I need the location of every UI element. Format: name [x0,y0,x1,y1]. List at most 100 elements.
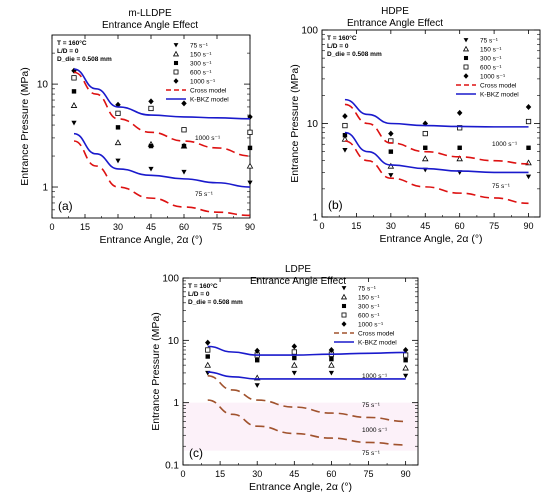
curve-label: 1000 s⁻¹ [362,427,388,434]
legend-label: 75 s⁻¹ [358,286,377,293]
data-point [421,155,429,162]
y-tick-label: 100 [301,26,318,37]
legend-entry: Cross model [166,88,227,95]
x-tick-label: 45 [420,221,430,231]
chart-title: LDPE [285,264,311,275]
data-point [526,145,531,150]
condition-ld: L/D = 0 [327,43,349,50]
series-diamond-filled [205,339,409,354]
series-square-filled [71,89,253,151]
data-point [457,125,463,131]
data-point [291,349,297,355]
panel-label: (c) [189,446,203,460]
legend-entry: 1000 s⁻¹ [463,73,506,81]
data-point [328,370,335,376]
condition-ld: L/D = 0 [188,291,210,298]
legend-entry: 600 s⁻¹ [173,70,212,77]
legend-label: 150 s⁻¹ [358,295,380,302]
data-point [342,122,348,129]
data-point [254,347,260,354]
data-point [254,383,260,388]
model-curve [344,98,529,128]
data-point [292,355,297,361]
x-tick-label: 30 [386,221,396,231]
x-tick-label: 0 [180,469,185,479]
legend-entry: Cross model [456,83,517,90]
condition-temperature: T = 160°C [327,34,357,42]
series-square-filled [342,132,531,154]
condition-ld: L/D = 0 [57,48,79,55]
data-point [115,158,121,164]
x-tick-label: 60 [326,469,336,479]
data-point [388,149,394,154]
x-tick-label: 60 [455,221,465,231]
legend-label: 600 s⁻¹ [190,70,212,77]
data-point [205,339,211,346]
legend-label: 600 s⁻¹ [480,65,502,72]
legend-marker [172,50,180,57]
y-axis-label: Entrance Pressure (MPa) [150,312,162,430]
data-point [247,180,253,186]
legend-label: K-BKZ model [480,92,519,99]
chart-subtitle: Entrance Angle Effect [102,20,198,31]
data-point [246,162,254,169]
data-point [291,343,298,350]
data-point [342,147,348,153]
y-axis-label: Entrance Pressure (MPa) [19,67,31,185]
legend-marker [462,45,470,52]
legend-entry: 75 s⁻¹ [341,286,377,293]
x-tick-label: 45 [289,469,299,479]
series-square-open [342,118,532,144]
legend-label: 300 s⁻¹ [480,56,502,63]
curve-label: 75 s⁻¹ [362,450,381,457]
series-square-filled [205,354,408,363]
condition-die-diameter: D_die = 0.508 mm [57,56,112,63]
legend-entry: 1000 s⁻¹ [173,78,216,86]
chart-title: m-LLDPE [128,8,172,19]
data-point [247,129,253,135]
data-point [205,347,211,353]
model-curve [344,131,529,174]
legend-entry: K-BKZ model [166,97,229,104]
chart-subtitle: Entrance Angle Effect [347,18,443,29]
curve-label: 1000 s⁻¹ [195,135,221,142]
legend-entry: K-BKZ model [456,92,519,99]
x-tick-label: 75 [364,469,374,479]
legend-label: 75 s⁻¹ [190,43,209,50]
x-tick-label: 30 [252,469,262,479]
data-point [388,130,394,137]
y-tick-label: 10 [37,80,49,91]
data-point [291,370,297,376]
data-point [148,143,154,149]
legend-label: K-BKZ model [190,97,229,104]
data-point [387,162,395,169]
cross-model-line [73,71,251,157]
y-tick-label: 100 [162,274,179,285]
data-point [148,98,154,105]
x-tick-label: 0 [319,221,324,231]
legend-entry: 600 s⁻¹ [341,313,380,320]
legend-marker [463,38,469,43]
data-point [255,357,260,363]
data-point [70,102,78,108]
legend-entry: 600 s⁻¹ [463,65,502,72]
model-curve [207,399,406,446]
legend-label: Cross model [480,83,517,90]
y-tick-label: 10 [307,119,319,130]
data-point [402,364,409,371]
kbkz-model-line [207,345,406,356]
kbkz-model-line [73,68,251,120]
legend-marker [341,321,347,327]
legend-marker [173,60,179,66]
chart-title: HDPE [381,6,409,17]
condition-temperature: T = 160°C [57,39,87,47]
model-curve [344,140,529,205]
data-point [328,346,335,353]
data-point [423,145,428,150]
x-tick-label: 75 [212,222,222,232]
series-triangle-up-open [70,102,254,169]
model-curve [207,345,406,356]
